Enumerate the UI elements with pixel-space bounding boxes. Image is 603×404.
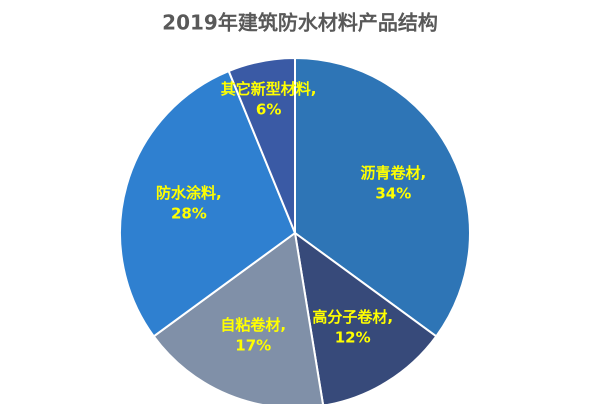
category-label: 防水涂料 [156, 184, 216, 202]
label-separator: , [311, 80, 317, 98]
category-label: 高分子卷材 [312, 307, 387, 325]
label-separator: , [216, 184, 222, 202]
pie-slice [119, 69, 297, 338]
value-label: 28% [171, 205, 207, 223]
value-label: 17% [235, 337, 271, 355]
data-label: 高分子卷材, [312, 307, 393, 325]
data-label: 防水涂料, [156, 184, 222, 202]
value-label: 12% [335, 328, 371, 346]
data-label: 自粘卷材, [220, 316, 286, 334]
pie-slice [294, 56, 471, 338]
category-label: 沥青卷材 [360, 164, 420, 182]
data-label: 其它新型材料, [221, 80, 317, 98]
label-separator: , [280, 316, 286, 334]
pie-slice [227, 56, 296, 234]
pie-slice [152, 231, 324, 404]
label-separator: , [420, 164, 426, 182]
value-label: 34% [375, 185, 411, 203]
value-label: 6% [256, 101, 281, 119]
label-separator: , [387, 307, 393, 325]
pie-slice [293, 230, 438, 404]
chart-title: 2019年建筑防水材料产品结构 [162, 11, 438, 35]
category-label: 自粘卷材 [220, 316, 280, 334]
data-label: 沥青卷材, [360, 164, 426, 182]
category-label: 其它新型材料 [221, 80, 311, 98]
